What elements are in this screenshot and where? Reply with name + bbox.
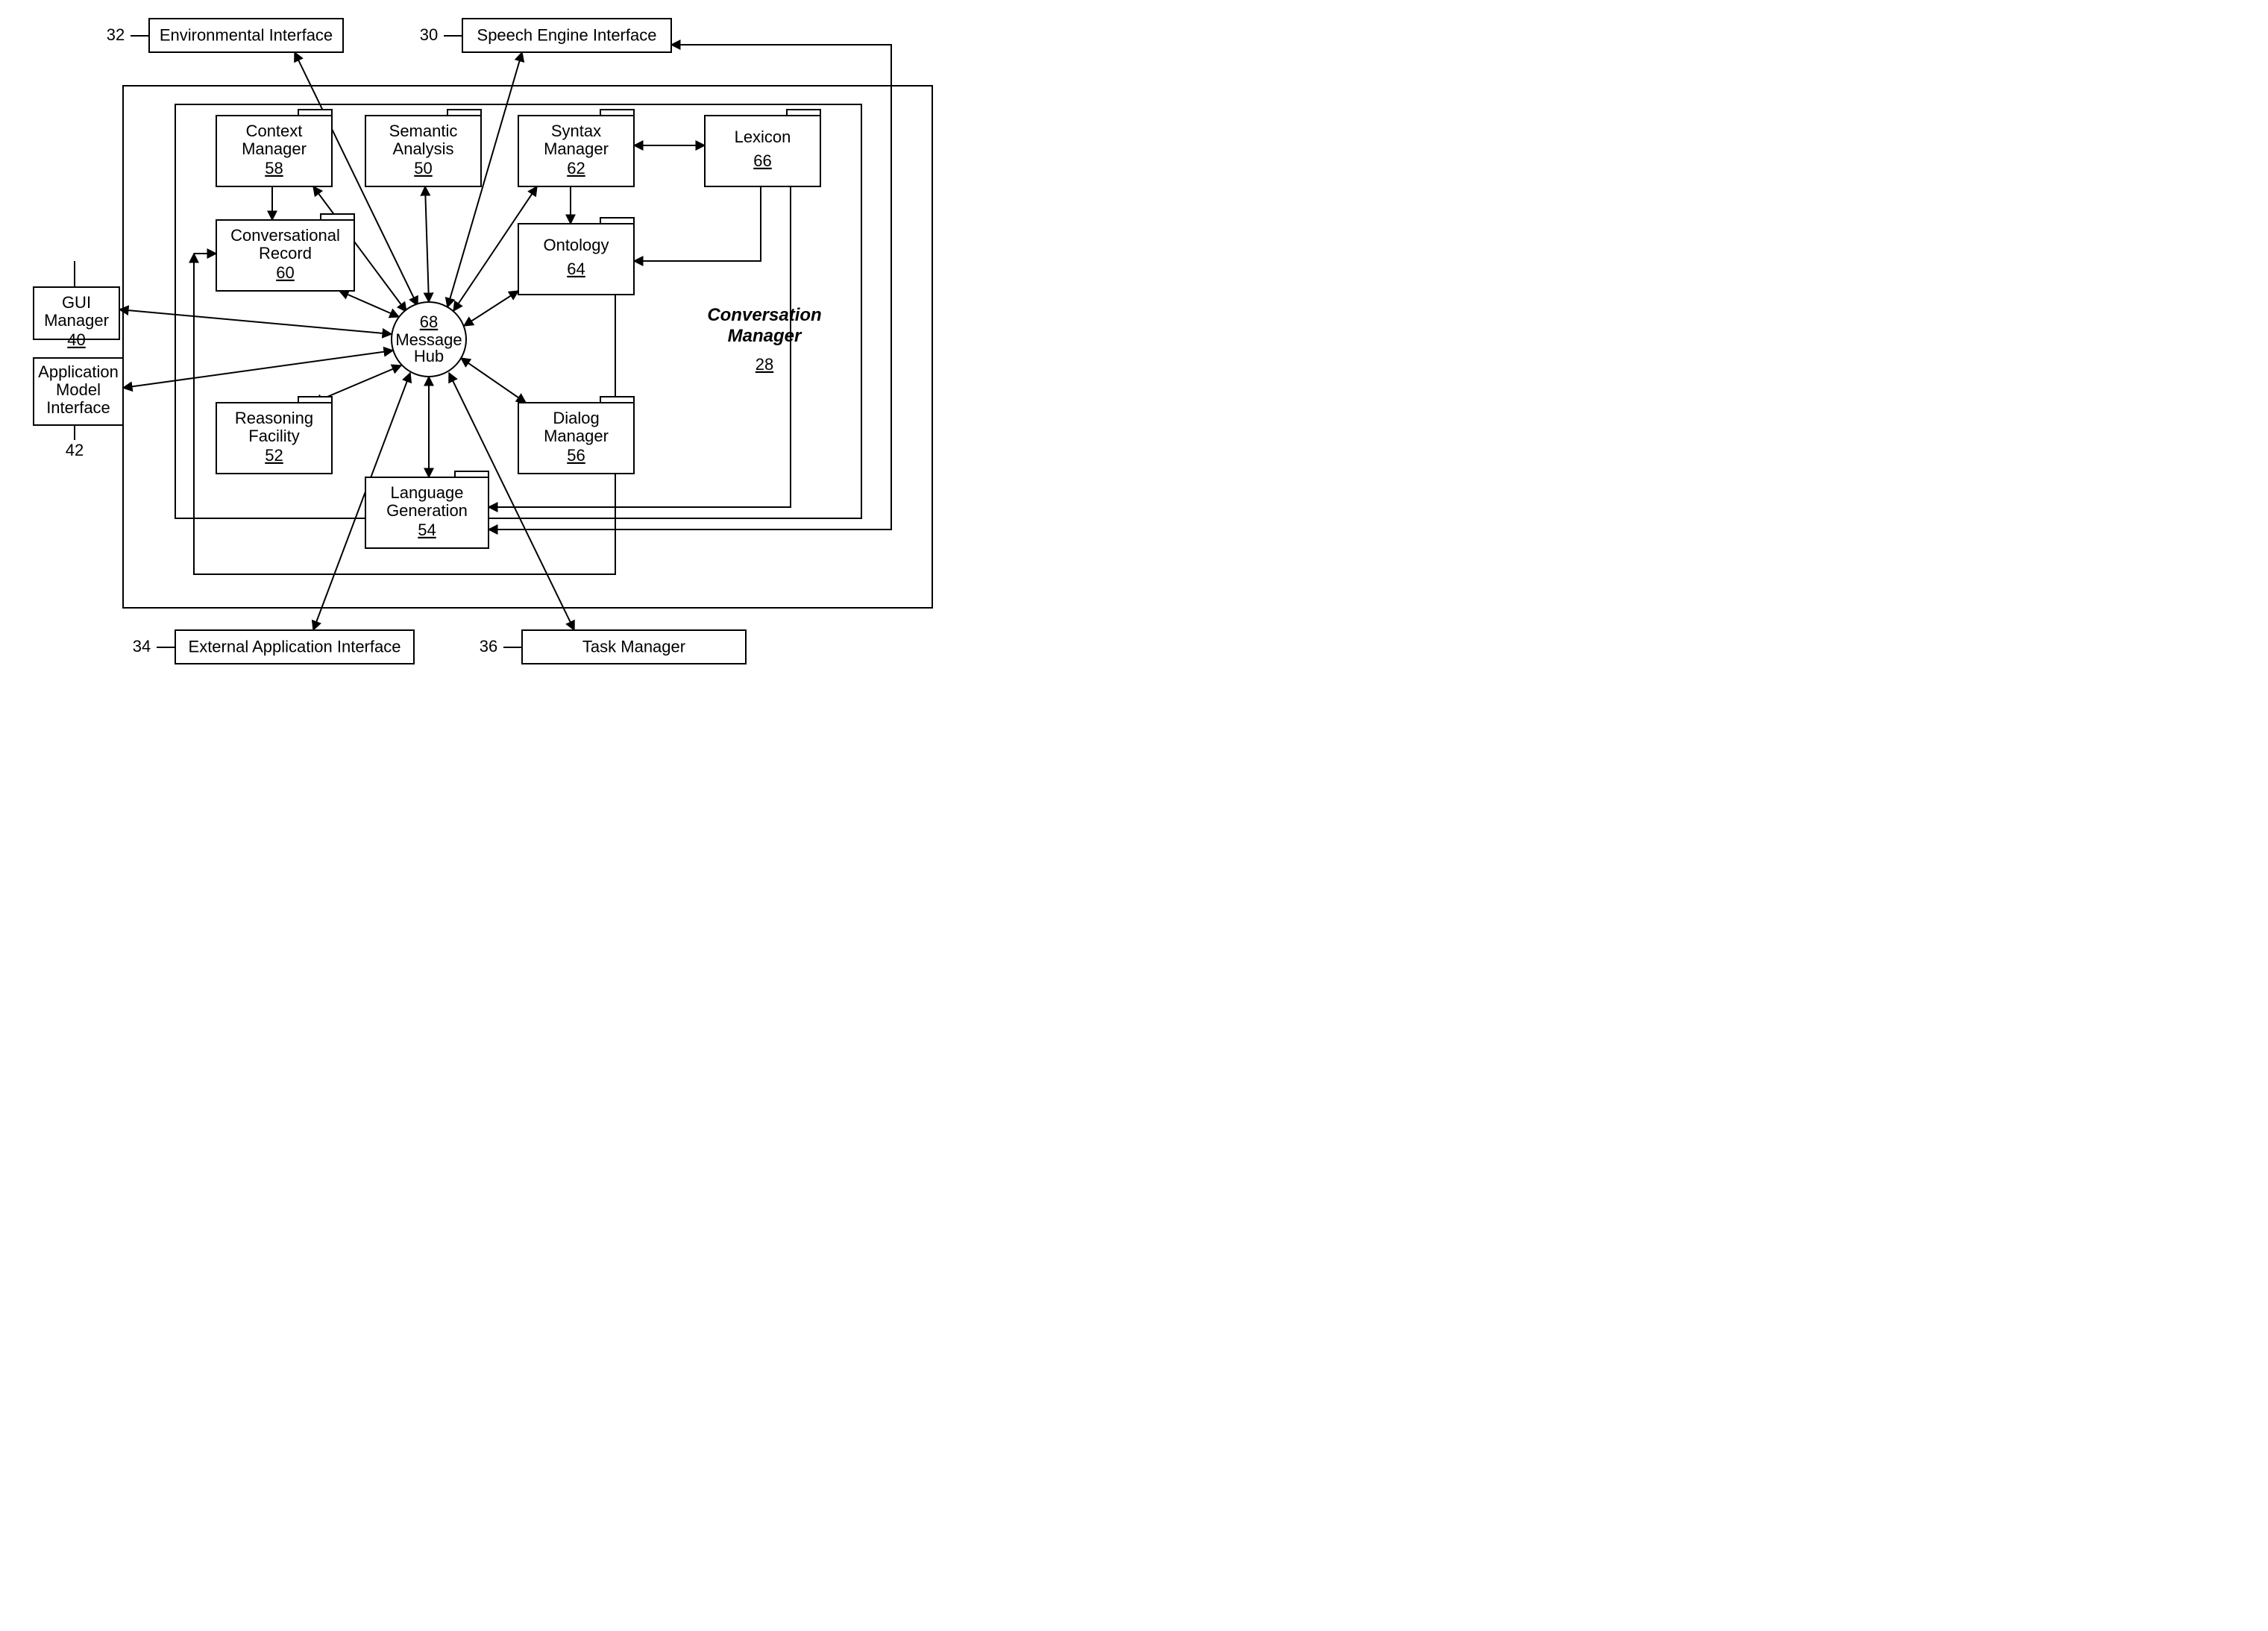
ctx_mgr-l1: Context: [246, 122, 303, 140]
conv_rec-l1: Conversational: [230, 226, 340, 245]
app_mod-ref: 42: [66, 441, 84, 459]
syntax-l1: Syntax: [551, 122, 601, 140]
gui_mgr-l2: Manager: [44, 311, 109, 330]
task_mgr-ref: 36: [480, 637, 497, 656]
edge: [634, 186, 761, 261]
syntax-l2: Manager: [544, 139, 609, 158]
container-title-1: Conversation: [707, 305, 821, 325]
lexicon-ref: 66: [753, 151, 771, 170]
conv_rec-ref: 60: [276, 263, 294, 282]
edge: [464, 291, 518, 326]
sem-l2: Analysis: [393, 139, 454, 158]
app_mod-l3: Interface: [46, 398, 110, 417]
ext_app-label: External Application Interface: [189, 637, 401, 656]
ontology-ref: 64: [567, 260, 585, 278]
gui_mgr-ref: 40: [67, 330, 85, 349]
edge: [425, 186, 429, 302]
dialog-ref: 56: [567, 446, 585, 465]
langgen-l2: Generation: [386, 501, 468, 520]
ontology-l1: Ontology: [543, 236, 609, 254]
hub-ref: 68: [420, 312, 438, 331]
container-title-2: Manager: [728, 326, 802, 346]
speech_if-label: Speech Engine Interface: [477, 25, 657, 44]
env_if-ref: 32: [107, 25, 125, 44]
dialog-l2: Manager: [544, 427, 609, 445]
dialog-l1: Dialog: [553, 409, 599, 427]
speech_if-ref: 30: [420, 25, 438, 44]
langgen-ref: 54: [418, 521, 436, 539]
conv_rec-l2: Record: [259, 244, 312, 263]
gui_mgr-l1: GUI: [62, 293, 91, 312]
hub-l2: Hub: [414, 347, 444, 365]
app_mod-l2: Model: [56, 380, 101, 399]
lexicon-l1: Lexicon: [735, 128, 791, 146]
app_mod-l1: Application: [38, 362, 119, 381]
langgen-l1: Language: [391, 483, 464, 502]
edge: [123, 351, 393, 388]
task_mgr-label: Task Manager: [582, 637, 685, 656]
env_if-label: Environmental Interface: [160, 25, 333, 44]
edge: [461, 358, 526, 403]
ext_app-ref: 34: [133, 637, 151, 656]
sem-l1: Semantic: [389, 122, 458, 140]
edge: [339, 291, 399, 317]
reason-l1: Reasoning: [235, 409, 313, 427]
reason-l2: Facility: [248, 427, 299, 445]
edge: [119, 309, 392, 334]
reason-ref: 52: [265, 446, 283, 465]
container-ref: 28: [756, 355, 773, 374]
ctx_mgr-ref: 58: [265, 159, 283, 177]
syntax-ref: 62: [567, 159, 585, 177]
sem-ref: 50: [414, 159, 432, 177]
ctx_mgr-l2: Manager: [242, 139, 307, 158]
